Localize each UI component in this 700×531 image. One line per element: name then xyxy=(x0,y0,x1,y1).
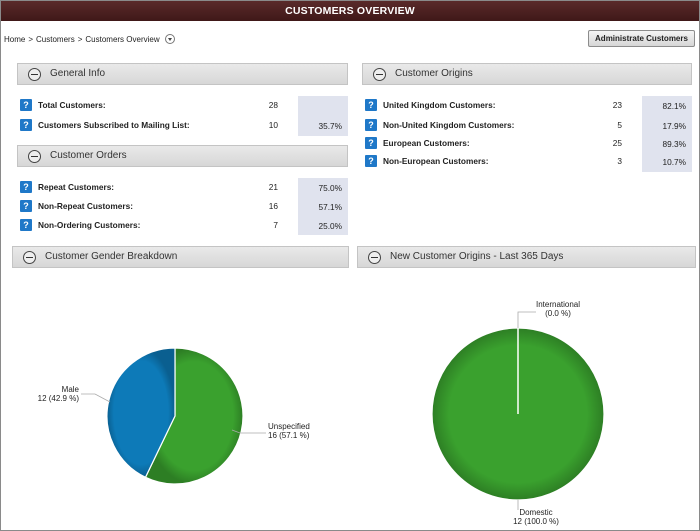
row-value: 7 xyxy=(273,220,278,230)
row-value: 10 xyxy=(268,120,278,130)
pie-slice-male[interactable] xyxy=(106,347,176,479)
collapse-icon[interactable] xyxy=(28,150,41,163)
row-label: United Kingdom Customers: xyxy=(383,100,496,110)
pie-label-value: 16 (57.1 %) xyxy=(268,431,310,440)
pie-leader-line xyxy=(81,393,111,403)
breadcrumb-separator: > xyxy=(77,34,83,44)
administrate-customers-button[interactable]: Administrate Customers xyxy=(588,30,695,47)
row-label: Non-Ordering Customers: xyxy=(38,220,141,230)
collapse-icon[interactable] xyxy=(373,68,386,81)
panel-customer-origins[interactable]: Customer Origins xyxy=(362,63,692,85)
collapse-icon[interactable] xyxy=(28,68,41,81)
row-percent: 10.7% xyxy=(662,157,686,167)
help-icon[interactable]: ? xyxy=(20,99,32,111)
help-icon[interactable]: ? xyxy=(365,99,377,111)
row-percent: 35.7% xyxy=(318,121,342,131)
page-title: CUSTOMERS OVERVIEW xyxy=(1,1,699,21)
help-icon[interactable]: ? xyxy=(365,137,377,149)
row-value: 5 xyxy=(617,120,622,130)
pie-label-value: 12 (100.0 %) xyxy=(513,517,559,526)
info-row: ? European Customers: 25 89.3% xyxy=(365,135,692,153)
row-label: Customers Subscribed to Mailing List: xyxy=(38,120,190,130)
percent-column xyxy=(642,96,692,172)
row-percent: 25.0% xyxy=(318,221,342,231)
row-value: 3 xyxy=(617,156,622,166)
info-row: ? Customers Subscribed to Mailing List: … xyxy=(20,117,348,135)
breadcrumb-current: Customers Overview xyxy=(85,34,160,44)
collapse-icon[interactable] xyxy=(23,251,36,264)
pie-label-name: Male xyxy=(62,385,80,394)
collapse-icon[interactable] xyxy=(368,251,381,264)
info-row: ? Non-Ordering Customers: 7 25.0% xyxy=(20,217,348,235)
help-icon[interactable]: ? xyxy=(20,181,32,193)
help-icon[interactable]: ? xyxy=(20,200,32,212)
row-label: European Customers: xyxy=(383,138,470,148)
info-row: ? Non-Repeat Customers: 16 57.1% xyxy=(20,198,348,216)
info-row: ? United Kingdom Customers: 23 82.1% xyxy=(365,97,692,115)
row-percent: 82.1% xyxy=(662,101,686,111)
pie-label-name: Domestic xyxy=(519,508,552,517)
panel-title: Customer Orders xyxy=(50,150,127,161)
info-row: ? Total Customers: 28 xyxy=(20,97,348,115)
help-icon[interactable]: ? xyxy=(20,219,32,231)
breadcrumb-customers[interactable]: Customers xyxy=(36,34,75,44)
pie-label-value: (0.0 %) xyxy=(545,309,571,318)
panel-title: New Customer Origins - Last 365 Days xyxy=(390,251,564,262)
info-row: ? Non-United Kingdom Customers: 5 17.9% xyxy=(365,117,692,135)
row-percent: 89.3% xyxy=(662,139,686,149)
pie-slice-unspecified[interactable] xyxy=(144,347,244,485)
breadcrumb-home[interactable]: Home xyxy=(4,34,26,44)
panel-title: General Info xyxy=(50,68,106,79)
breadcrumb-separator: > xyxy=(28,34,34,44)
panel-title: Customer Origins xyxy=(395,68,473,79)
percent-column xyxy=(298,178,348,235)
pie-leader-line xyxy=(517,311,536,328)
row-label: Total Customers: xyxy=(38,100,106,110)
pie-label-value: 12 (42.9 %) xyxy=(38,394,80,403)
panel-customer-orders[interactable]: Customer Orders xyxy=(17,145,348,167)
row-label: Non-Repeat Customers: xyxy=(38,201,133,211)
panel-gender-breakdown[interactable]: Customer Gender Breakdown xyxy=(12,246,349,268)
panel-new-customer-origins[interactable]: New Customer Origins - Last 365 Days xyxy=(357,246,696,268)
help-icon[interactable]: ? xyxy=(20,119,32,131)
row-label: Non-United Kingdom Customers: xyxy=(383,120,515,130)
row-value: 23 xyxy=(612,100,622,110)
row-value: 28 xyxy=(268,100,278,110)
percent-column xyxy=(298,96,348,136)
row-percent: 57.1% xyxy=(318,202,342,212)
info-row: ? Repeat Customers: 21 75.0% xyxy=(20,179,348,197)
info-row: ? Non-European Customers: 3 10.7% xyxy=(365,153,692,171)
row-percent: 17.9% xyxy=(662,121,686,131)
row-value: 25 xyxy=(612,138,622,148)
help-icon[interactable]: ? xyxy=(365,119,377,131)
row-percent: 75.0% xyxy=(318,183,342,193)
pie-label-name: Unspecified xyxy=(268,422,310,431)
row-value: 21 xyxy=(268,182,278,192)
breadcrumb: Home > Customers > Customers Overview xyxy=(4,34,175,44)
row-label: Repeat Customers: xyxy=(38,182,115,192)
panel-title: Customer Gender Breakdown xyxy=(45,251,178,262)
row-label: Non-European Customers: xyxy=(383,156,489,166)
pie-leader-line xyxy=(231,429,266,434)
help-icon[interactable]: ? xyxy=(365,155,377,167)
panel-general-info[interactable]: General Info xyxy=(17,63,348,85)
row-value: 16 xyxy=(268,201,278,211)
pie-label-name: International xyxy=(536,300,580,309)
chevron-down-icon[interactable] xyxy=(164,34,175,44)
